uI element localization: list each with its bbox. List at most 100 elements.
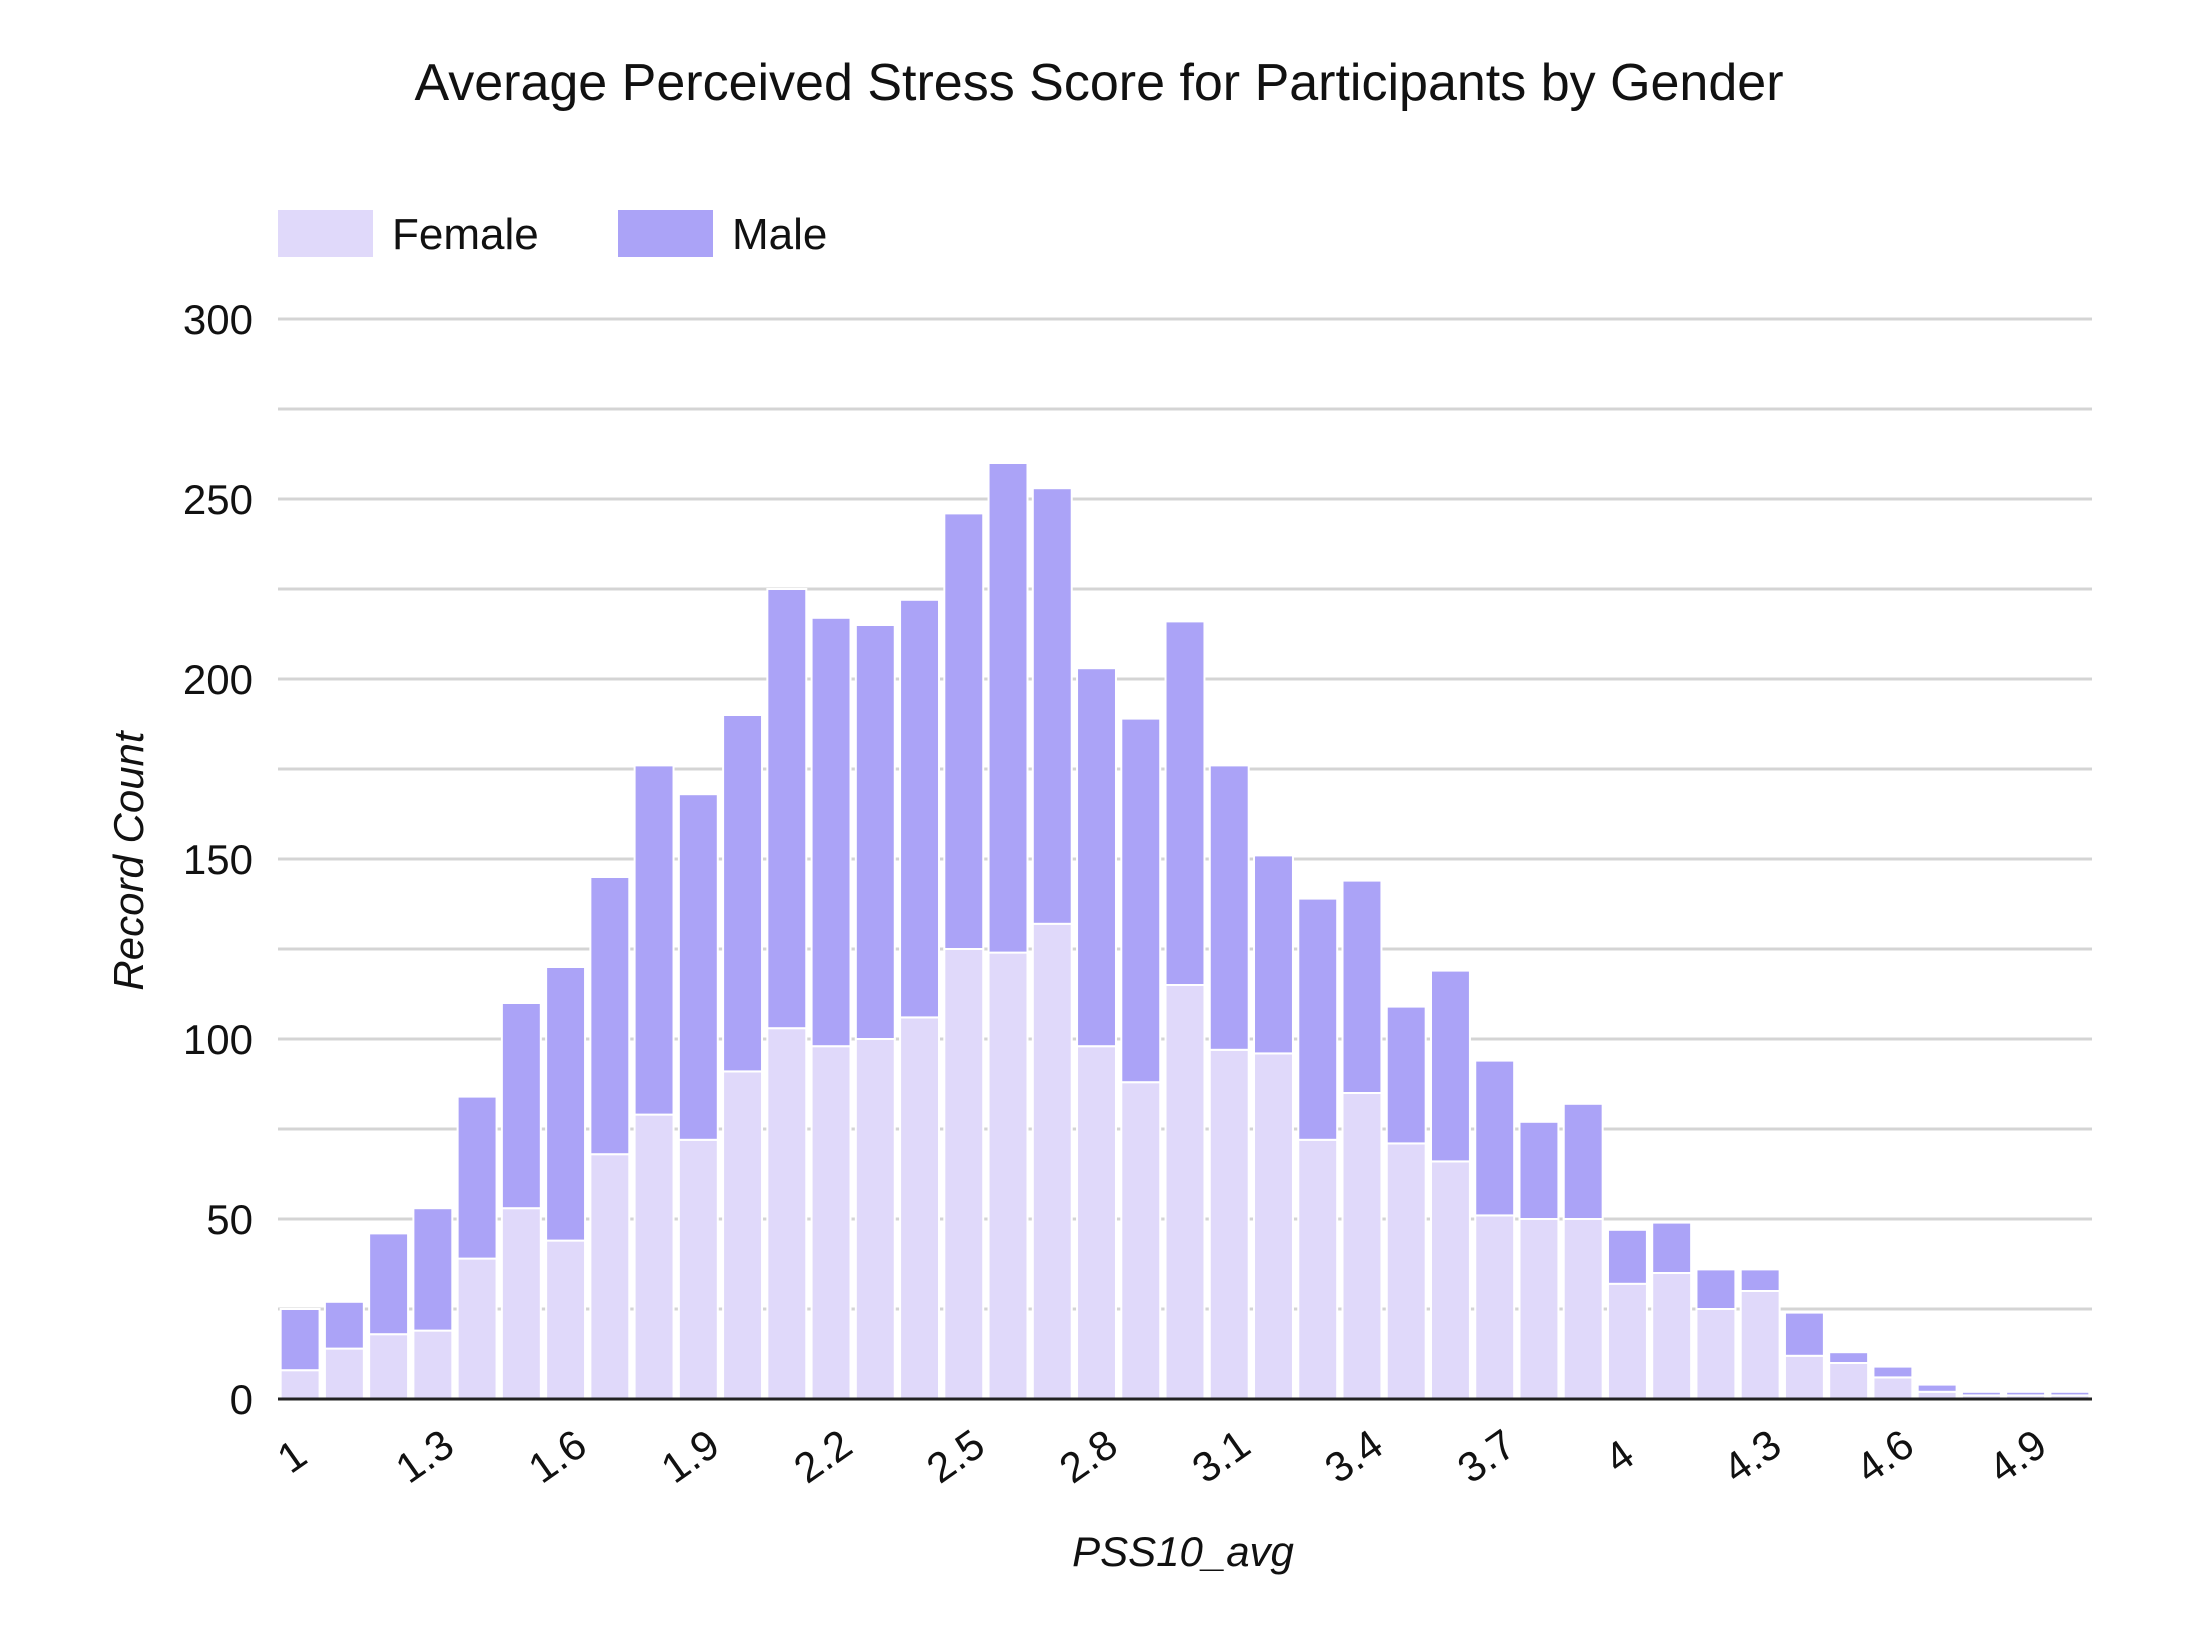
bar-female <box>987 951 1029 1400</box>
bar-male <box>1828 1351 1870 1364</box>
bar-male <box>1076 667 1117 1048</box>
chart-title: Average Perceived Stress Score for Parti… <box>414 54 1783 112</box>
bar-female <box>1518 1218 1560 1400</box>
bar-male <box>1341 879 1383 1094</box>
bar-female <box>1385 1142 1427 1401</box>
bar-male <box>1783 1311 1825 1357</box>
bar-male <box>1164 620 1206 987</box>
x-tick-label: 1.3 <box>387 1420 462 1492</box>
bar-male <box>279 1308 321 1372</box>
bar-female <box>810 1045 852 1400</box>
y-tick-label: 250 <box>183 476 253 523</box>
bar-female <box>1606 1282 1648 1401</box>
bar-male <box>1385 1005 1427 1145</box>
legend-swatch-male <box>618 210 713 257</box>
bar-male <box>2005 1390 2047 1397</box>
bar-male <box>1960 1390 2002 1397</box>
bar-male <box>810 616 852 1048</box>
bar-male <box>323 1300 365 1350</box>
bar-female <box>368 1333 410 1400</box>
bar-female <box>1076 1045 1117 1400</box>
x-tick-label: 4 <box>1596 1430 1642 1482</box>
bar-male <box>854 624 896 1040</box>
y-tick-label: 100 <box>183 1016 253 1063</box>
bars <box>279 462 2091 1401</box>
x-tick-label: 3.1 <box>1184 1420 1259 1492</box>
bar-male <box>1916 1383 1958 1393</box>
bar-female <box>1474 1214 1516 1401</box>
bar-male <box>943 512 985 951</box>
x-tick-label: 4.6 <box>1847 1420 1922 1492</box>
x-axis-ticks: 1 1.3 1.6 1.9 2.2 2.5 2.8 3.1 3.4 3.7 4 4.3 4.6 4.9 <box>269 1420 2055 1492</box>
bar-female <box>1208 1048 1250 1401</box>
x-tick-label: 3.7 <box>1449 1420 1524 1492</box>
x-tick-label: 2.2 <box>785 1420 860 1492</box>
bar-female <box>899 1016 941 1401</box>
bar-female <box>1562 1218 1604 1400</box>
bar-male <box>1518 1120 1560 1221</box>
bar-female <box>1828 1362 1870 1400</box>
bar-male <box>1208 764 1250 1051</box>
bar-male <box>722 714 764 1073</box>
legend: Female Male <box>278 210 827 259</box>
bar-female <box>1253 1052 1294 1401</box>
x-tick-label: 2.8 <box>1051 1420 1126 1492</box>
y-tick-label: 200 <box>183 656 253 703</box>
bar-female <box>1695 1308 1737 1400</box>
bar-male <box>1695 1268 1737 1311</box>
bar-female <box>677 1138 719 1401</box>
bar-male <box>500 1002 542 1210</box>
bar-male <box>589 876 631 1156</box>
legend-label-male: Male <box>732 210 827 259</box>
bar-female <box>412 1329 454 1400</box>
bar-male <box>1739 1268 1781 1293</box>
bar-female <box>943 948 985 1400</box>
bar-male <box>1031 487 1073 925</box>
y-tick-label: 50 <box>206 1196 253 1243</box>
bar-male <box>412 1207 454 1332</box>
bar-male <box>766 588 808 1030</box>
bar-female <box>279 1369 321 1400</box>
bar-male <box>1872 1365 1914 1379</box>
bar-female <box>722 1070 764 1401</box>
y-tick-label: 300 <box>183 296 253 343</box>
bar-male <box>456 1095 498 1260</box>
bar-male <box>633 764 675 1116</box>
bar-male <box>1562 1102 1604 1221</box>
x-tick-label: 4.3 <box>1714 1420 1789 1492</box>
bar-male <box>1474 1059 1516 1217</box>
y-tick-label: 150 <box>183 836 253 883</box>
bar-female <box>1872 1376 1914 1401</box>
bar-female <box>500 1207 542 1400</box>
bar-female <box>323 1347 365 1400</box>
bar-male <box>1606 1228 1648 1285</box>
bar-female <box>1164 984 1206 1400</box>
bar-female <box>545 1239 587 1400</box>
x-tick-label: 3.4 <box>1316 1420 1391 1492</box>
bar-female <box>1429 1160 1471 1401</box>
bar-male <box>899 598 941 1019</box>
x-tick-label: 4.9 <box>1980 1420 2055 1492</box>
bar-female <box>1651 1272 1693 1400</box>
bar-male <box>1253 854 1294 1055</box>
bar-female <box>633 1113 675 1400</box>
bar-female <box>1120 1081 1162 1400</box>
bar-male <box>677 793 719 1141</box>
bar-male <box>1120 717 1162 1084</box>
x-tick-label: 2.5 <box>918 1420 993 1492</box>
legend-swatch-female <box>278 210 373 257</box>
y-tick-label: 0 <box>230 1376 253 1423</box>
bar-female <box>854 1038 896 1400</box>
legend-label-female: Female <box>392 210 539 259</box>
y-axis-label: Record Count <box>105 729 152 990</box>
bar-male <box>1297 897 1339 1141</box>
bar-female <box>1783 1354 1825 1401</box>
bar-male <box>987 462 1029 954</box>
bar-female <box>766 1027 808 1400</box>
bar-female <box>589 1153 631 1400</box>
bar-female <box>1031 922 1073 1400</box>
bar-male <box>1651 1221 1693 1274</box>
bar-female <box>1341 1092 1383 1400</box>
